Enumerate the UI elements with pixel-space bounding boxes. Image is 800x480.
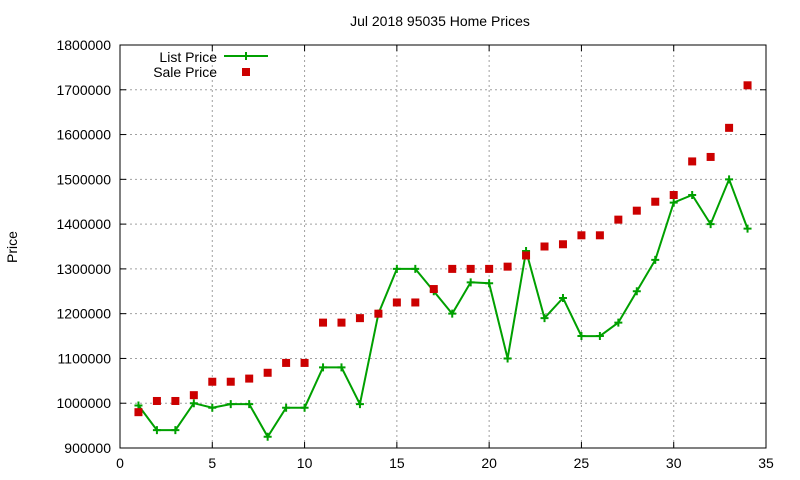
sale-price-point xyxy=(152,396,161,405)
y-tick-label: 1300000 xyxy=(56,261,111,277)
list-price-point xyxy=(171,426,180,435)
sale-price-point xyxy=(429,285,438,294)
y-axis-label: Price xyxy=(4,231,20,263)
sale-price-point xyxy=(189,391,198,400)
sale-price-point xyxy=(282,358,291,367)
legend-plus-marker xyxy=(242,52,250,60)
y-tick-label: 1800000 xyxy=(56,37,111,53)
sale-price-point xyxy=(614,215,623,224)
list-price-point xyxy=(614,318,623,327)
list-price-point xyxy=(743,224,752,233)
sale-price-point xyxy=(300,358,309,367)
y-tick-label: 1100000 xyxy=(58,350,112,366)
sale-price-point xyxy=(319,318,328,327)
chart-title: Jul 2018 95035 Home Prices xyxy=(350,13,530,29)
legend-label: Sale Price xyxy=(153,64,217,80)
sale-price-point xyxy=(743,81,752,90)
sale-price-point xyxy=(337,318,346,327)
list-price-line xyxy=(137,176,749,439)
list-price-point xyxy=(134,401,143,410)
sale-price-point xyxy=(171,396,180,405)
sale-price-point xyxy=(522,251,531,260)
list-price-point xyxy=(466,278,475,287)
x-tick-label: 30 xyxy=(666,455,682,471)
list-price-point xyxy=(152,426,161,435)
list-price-point xyxy=(300,403,309,412)
sale-price-point xyxy=(558,240,567,249)
sale-price-point xyxy=(226,377,235,386)
list-price-point xyxy=(319,363,328,372)
list-price-point xyxy=(337,363,346,372)
sale-price-point xyxy=(374,309,383,318)
list-price-point xyxy=(669,198,678,207)
x-tick-label: 20 xyxy=(481,455,497,471)
sale-price-point xyxy=(669,191,678,200)
sale-price-point xyxy=(725,123,734,132)
list-price-point xyxy=(448,309,457,318)
sale-price-point xyxy=(577,231,586,240)
sale-price-point xyxy=(245,374,254,383)
x-tick-label: 5 xyxy=(208,455,216,471)
list-price-point xyxy=(706,220,715,229)
sale-price-point xyxy=(540,242,549,251)
list-price-point xyxy=(245,400,254,409)
sale-price-point xyxy=(595,231,604,240)
y-tick-label: 900000 xyxy=(64,440,111,456)
list-price-point xyxy=(558,293,567,302)
list-price-point xyxy=(540,314,549,323)
x-tick-label: 10 xyxy=(297,455,313,471)
list-price-point xyxy=(485,279,494,288)
list-price-point xyxy=(226,400,235,409)
y-tick-label: 1200000 xyxy=(56,306,111,322)
x-tick-label: 15 xyxy=(389,455,405,471)
list-price-point xyxy=(208,403,217,412)
sale-price-point xyxy=(134,408,143,417)
x-tick-label: 35 xyxy=(758,455,774,471)
list-price-point xyxy=(577,332,586,341)
y-tick-label: 1500000 xyxy=(56,171,111,187)
list-price-point xyxy=(503,354,512,363)
sale-price-point xyxy=(392,298,401,307)
x-tick-label: 25 xyxy=(574,455,590,471)
series-layer xyxy=(134,81,752,441)
sale-price-point xyxy=(706,152,715,161)
y-tick-label: 1600000 xyxy=(56,127,111,143)
sale-price-point xyxy=(503,262,512,271)
list-price-point xyxy=(189,399,198,408)
sale-price-point xyxy=(688,157,697,166)
list-price-point xyxy=(632,287,641,296)
y-tick-label: 1000000 xyxy=(56,395,111,411)
sale-price-point xyxy=(448,264,457,273)
y-tick-label: 1700000 xyxy=(56,82,111,98)
list-price-point xyxy=(392,264,401,273)
sale-price-point xyxy=(651,197,660,206)
x-tick-label: 0 xyxy=(116,455,124,471)
y-tick-label: 1400000 xyxy=(56,216,111,232)
sale-price-point xyxy=(208,377,217,386)
sale-price-point xyxy=(466,264,475,273)
sale-price-point xyxy=(411,298,420,307)
sale-price-point xyxy=(632,206,641,215)
legend-square-marker xyxy=(242,68,250,76)
list-price-point xyxy=(595,332,604,341)
sale-price-point xyxy=(355,314,364,323)
plot-frame xyxy=(119,44,767,449)
sale-price-point xyxy=(263,368,272,377)
grid-lines xyxy=(120,45,766,448)
list-price-point xyxy=(688,191,697,200)
list-price-point xyxy=(263,432,272,441)
axis-ticks: 900000 1000000 1100000 1200000 1300000 140000… xyxy=(56,37,774,471)
list-price-point xyxy=(355,400,364,409)
list-price-point xyxy=(725,175,734,184)
sale-price-point xyxy=(485,264,494,273)
list-price-point xyxy=(411,264,420,273)
list-price-point xyxy=(651,255,660,264)
list-price-point xyxy=(282,403,291,412)
legend-label: List Price xyxy=(159,49,217,65)
